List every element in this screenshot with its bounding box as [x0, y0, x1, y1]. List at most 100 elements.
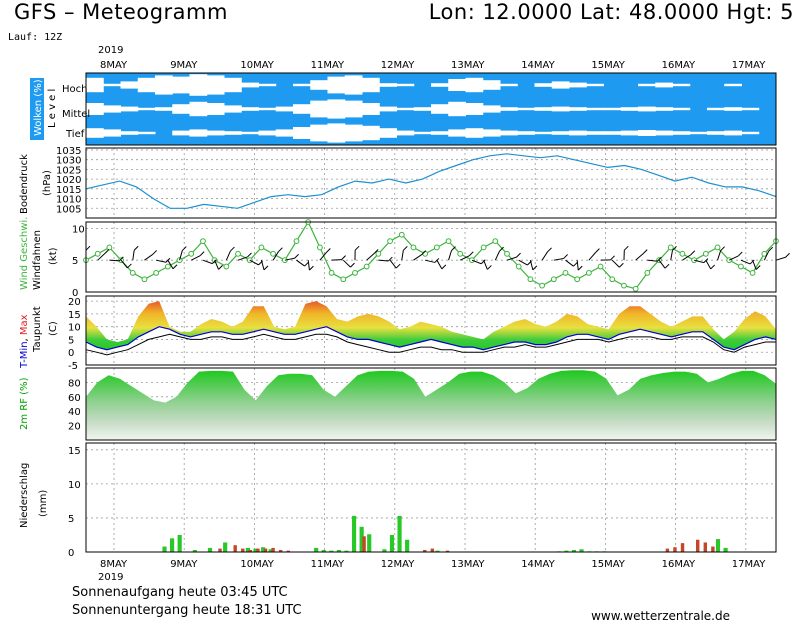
precip-bar-rain: [367, 534, 372, 552]
cloud-gap: [327, 76, 346, 94]
wind-barb: [694, 259, 704, 264]
cloud-gap: [724, 107, 742, 111]
wind-barb: [553, 257, 564, 261]
wind-speed-point: [293, 238, 300, 244]
cloud-gap: [672, 131, 691, 135]
cloud-gap: [241, 82, 259, 88]
wind-barb: [97, 252, 106, 261]
precip-bar-conv: [423, 549, 427, 552]
cloud-gap: [724, 83, 742, 87]
cloud-gap: [310, 124, 328, 142]
cloud-gap: [431, 131, 449, 135]
precip-bar-rain: [564, 550, 569, 552]
wind-barb-flag: [672, 245, 677, 251]
day-label-bottom: 16MAY: [662, 559, 696, 570]
day-label-top: 11MAY: [311, 60, 345, 71]
cloud-gap: [551, 131, 570, 135]
cloud-gap: [241, 131, 259, 135]
wind-barb: [729, 255, 739, 261]
wind-barb-flag: [152, 250, 158, 255]
wind-barb-flag: [532, 265, 538, 271]
wind-speed-point: [352, 270, 358, 276]
wind-speed-point: [644, 270, 651, 276]
temperature-range-area: [86, 301, 776, 350]
day-label-top: 8MAY: [100, 60, 128, 71]
wind-barb-flag: [656, 256, 662, 262]
wind-barb: [401, 250, 404, 261]
wind-barb-flag: [402, 245, 408, 251]
cloud-label-bg: [30, 78, 44, 140]
wind-speed-point: [597, 263, 604, 270]
cloud-gap: [569, 82, 587, 88]
panel-frame: [85, 295, 777, 366]
wind-barb: [296, 259, 305, 267]
wind-speed-point: [363, 263, 370, 270]
y-tick-label: 1035: [56, 146, 81, 157]
cloud-gap: [396, 107, 415, 111]
panel-frame: [85, 147, 777, 219]
wind-barb-flag: [720, 246, 725, 252]
y-tick-label: 0: [72, 288, 78, 299]
model-run: Lauf: 12Z: [8, 32, 63, 43]
source-url: www.wetterzentrale.de: [591, 609, 730, 623]
pressure-axis-label: Bodendruck: [19, 154, 30, 214]
wind-speed-point: [422, 250, 429, 257]
panel-frame: [85, 367, 777, 441]
wind-barb: [378, 259, 389, 262]
wind-speed-point: [515, 263, 522, 270]
cloud-gap: [638, 83, 656, 87]
level-label-mittel: Mittel: [62, 109, 90, 120]
cloud-gap: [344, 124, 363, 142]
wind-barb: [167, 259, 174, 270]
wind-barb: [752, 260, 757, 270]
precip-bar-rain: [170, 538, 175, 552]
humidity-axis-label: 2m RF (%): [19, 377, 30, 430]
cloud-gap: [741, 107, 760, 111]
wind-speed-point: [433, 244, 440, 251]
day-label-top: 9MAY: [170, 60, 198, 71]
wind-barb: [307, 260, 310, 271]
wind-barb: [471, 259, 482, 265]
windfahnen-label: Windfahnen: [32, 230, 43, 290]
cloud-gap: [517, 107, 535, 111]
wind-barb-flag: [218, 265, 223, 270]
wind-speed-point: [445, 238, 452, 244]
cloud-gap: [620, 130, 639, 136]
y-tick-label: 0: [68, 348, 74, 359]
day-label-top: 12MAY: [381, 60, 415, 71]
wind-barb-flag: [199, 251, 205, 256]
precip-bar-rain: [207, 547, 213, 552]
wind-speed-point: [141, 276, 148, 283]
cloud-gap: [396, 83, 415, 87]
wind-unit-label: (kt): [48, 247, 59, 265]
y-tick-label: 20: [68, 297, 81, 308]
humidity-area: [86, 370, 776, 440]
wind-barb-flag: [341, 255, 346, 261]
wind-axis-label: Wind Geschwi.: [19, 217, 30, 290]
precip-bar-rain: [329, 550, 334, 552]
precip-bar-rain: [177, 534, 182, 552]
wind-barb-flag: [387, 256, 393, 262]
wind-barb: [389, 259, 397, 269]
wind-barb-flag: [441, 264, 447, 270]
wind-speed-point: [667, 244, 674, 251]
precip-bar-rain: [245, 547, 251, 552]
y-tick-label: 10: [68, 323, 81, 334]
precip-bar-conv: [680, 543, 685, 552]
cloud-gap: [655, 82, 673, 88]
wind-barb-flag: [499, 246, 504, 252]
wind-speed-point: [410, 244, 417, 251]
y-tick-label: 10: [72, 224, 85, 235]
wind-barb-flag: [595, 248, 600, 253]
cloud-gap: [137, 77, 156, 93]
y-tick-label: 5: [68, 335, 74, 346]
cloud-gap: [189, 74, 208, 96]
wind-speed-point: [504, 250, 510, 257]
wind-speed-point: [258, 244, 265, 251]
level-label-tief: Tief: [65, 129, 85, 140]
cloud-gap: [431, 83, 449, 87]
wind-speed-point: [738, 263, 744, 270]
precip-bar-conv: [703, 542, 707, 552]
wind-barb: [647, 259, 658, 262]
day-label-top: 10MAY: [240, 60, 274, 71]
